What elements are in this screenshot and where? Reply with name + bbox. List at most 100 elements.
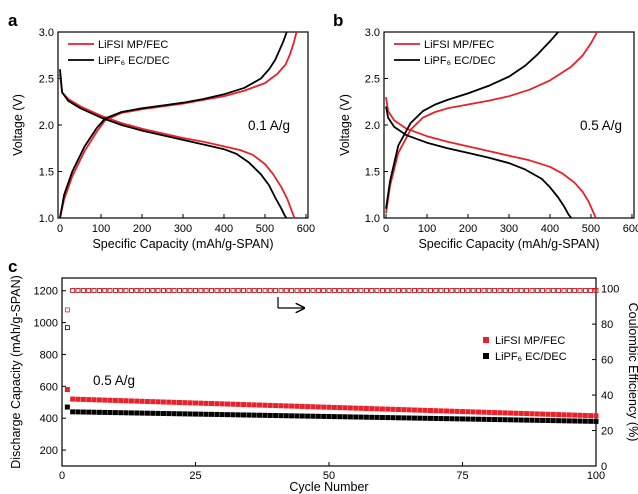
capacity-point-lifsi (118, 398, 124, 404)
capacity-point-lipf6 (219, 412, 225, 418)
ce-point-lifsi (129, 288, 134, 293)
capacity-point-lipf6 (118, 410, 124, 416)
capacity-point-lipf6 (561, 418, 567, 424)
ce-point-lipf6 (321, 288, 327, 293)
ce-point-lipf6 (481, 288, 487, 293)
ce-point-lipf6 (209, 288, 214, 293)
capacity-point-lifsi (107, 397, 113, 403)
ce-point-lipf6 (401, 288, 407, 293)
ce-point-lipf6 (75, 288, 81, 293)
capacity-point-lipf6 (91, 409, 97, 415)
ce-point-lifsi (422, 288, 428, 293)
ce-point-lipf6 (449, 288, 455, 293)
ce-point-lipf6 (182, 288, 188, 293)
capacity-point-lifsi (315, 404, 321, 410)
capacity-point-lifsi (443, 408, 449, 414)
capacity-point-lipf6 (401, 415, 407, 421)
capacity-point-lipf6 (518, 417, 524, 423)
ce-point-lipf6 (412, 288, 417, 293)
capacity-point-lifsi (283, 403, 289, 409)
capacity-point-lipf6 (588, 418, 594, 424)
ce-point-lifsi (492, 288, 497, 293)
y2-tick-label: 60 (601, 355, 613, 367)
ce-point-lipf6 (214, 288, 220, 293)
capacity-point-lipf6 (321, 413, 327, 419)
capacity-point-lipf6 (486, 416, 492, 422)
capacity-point-lipf6 (508, 417, 514, 423)
ce-point-lifsi (577, 288, 583, 293)
x-tick-label: 200 (133, 223, 151, 235)
capacity-point-lipf6 (193, 411, 198, 417)
capacity-point-lifsi (241, 402, 247, 408)
capacity-point-lifsi (144, 398, 150, 404)
capacity-point-lipf6 (134, 410, 140, 416)
capacity-point-lifsi (289, 403, 295, 409)
capacity-point-lifsi (401, 407, 407, 413)
legend-marker-lipf6 (483, 353, 489, 359)
panel-b: b 0 100 200 300 400 500 600 1.0 1.5 2.0 2.5 3.0 LiF… (333, 11, 638, 251)
capacity-point-lipf6 (64, 404, 70, 410)
panel-c-ticks: 0 25 50 75 100 200 400 600 800 1000 1200 0 20 40 60 80 1… (34, 284, 620, 482)
ce-point-lipf6 (294, 288, 300, 293)
panel-c-legend: LiFSI MP/FEC LiPF₆ EC/DEC (483, 335, 567, 363)
ce-point-lifsi (166, 288, 172, 293)
ce-point-lifsi (86, 288, 92, 293)
capacity-point-lifsi (422, 407, 428, 413)
panel-b-letter: b (333, 11, 343, 30)
ce-point-lipf6 (433, 288, 439, 293)
capacity-point-lifsi (582, 412, 588, 418)
ce-point-lipf6 (155, 288, 161, 293)
ce-point-lipf6 (502, 288, 508, 293)
ce-point-lifsi (187, 288, 193, 293)
ce-point-lifsi (203, 288, 209, 293)
ce-point-lifsi (251, 288, 257, 293)
capacity-point-lifsi (470, 409, 476, 415)
ce-point-lipf6 (134, 288, 140, 293)
ce-point-lipf6 (230, 288, 236, 293)
capacity-point-lipf6 (545, 418, 551, 424)
capacity-point-lifsi (390, 406, 396, 412)
series-line-lifsi-discharge (385, 96, 597, 219)
panel-c-ylabel: Discharge Capacity (mAh/g-SPAN) (9, 275, 23, 469)
capacity-point-lifsi (529, 411, 535, 417)
capacity-point-lifsi (160, 399, 166, 405)
ce-point-lifsi (257, 288, 262, 293)
series-line-lifsi-discharge (59, 73, 296, 219)
capacity-point-lifsi (508, 410, 514, 416)
capacity-point-lifsi (203, 400, 209, 406)
capacity-point-lifsi (246, 402, 252, 408)
ce-point-lipf6 (556, 288, 562, 293)
ce-point-lifsi (593, 288, 599, 293)
y2-tick-label: 20 (601, 426, 613, 438)
ce-point-lifsi (369, 288, 375, 293)
ce-point-lipf6 (342, 288, 348, 293)
ce-point-lifsi (64, 307, 70, 313)
capacity-point-lipf6 (214, 411, 220, 417)
capacity-point-lifsi (64, 387, 70, 393)
y-tick-label: 1.5 (365, 167, 380, 179)
capacity-point-lifsi (80, 396, 86, 402)
ce-point-lipf6 (385, 288, 391, 293)
capacity-point-lipf6 (246, 412, 252, 418)
x-tick-label: 100 (418, 223, 436, 235)
capacity-point-lifsi (433, 408, 439, 414)
capacity-point-lipf6 (433, 415, 439, 421)
ce-point-lifsi (225, 288, 230, 293)
capacity-point-lifsi (385, 406, 391, 412)
capacity-point-lipf6 (358, 414, 364, 420)
ce-point-lifsi (518, 288, 524, 293)
capacity-point-lipf6 (540, 417, 546, 423)
capacity-point-lipf6 (470, 416, 476, 422)
ce-point-lifsi (524, 288, 529, 293)
ce-point-lifsi (299, 288, 305, 293)
capacity-point-lifsi (417, 407, 423, 413)
ce-point-lifsi (198, 288, 204, 293)
capacity-point-lipf6 (374, 414, 380, 420)
capacity-point-lipf6 (342, 414, 348, 420)
ce-point-lifsi (118, 288, 124, 293)
capacity-point-lipf6 (443, 416, 449, 422)
capacity-point-lipf6 (267, 412, 273, 418)
y-tick-label: 2.0 (39, 120, 54, 132)
capacity-point-lipf6 (203, 411, 209, 417)
ce-point-lifsi (412, 288, 417, 293)
